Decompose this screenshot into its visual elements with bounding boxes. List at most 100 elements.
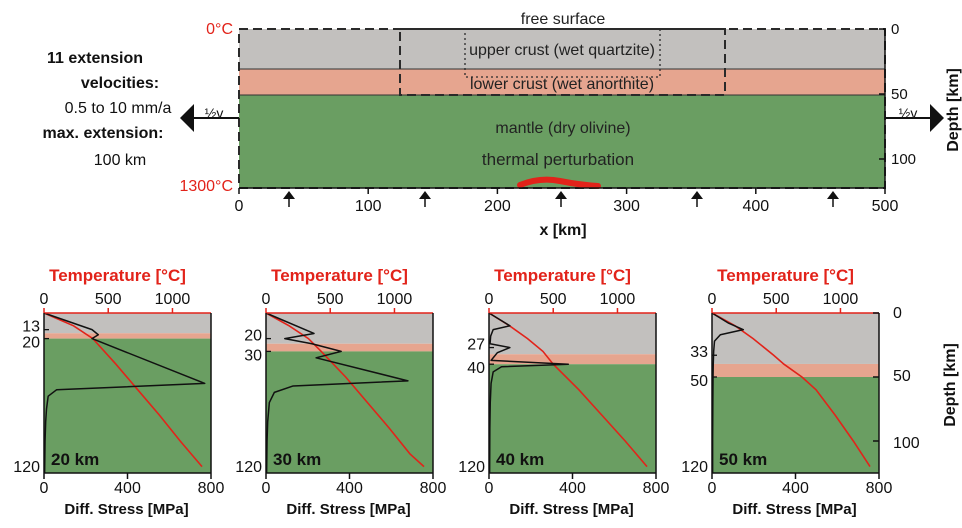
top-x-tick-label: 300 xyxy=(613,198,640,215)
bottom-depth-label: 120 xyxy=(458,459,485,476)
temperature-tick-label: 1000 xyxy=(600,291,636,308)
interface-depth-label: 20 xyxy=(244,328,262,345)
extension-amount-label: 40 km xyxy=(496,450,544,469)
up-arrow-icon xyxy=(555,191,567,199)
top-x-axis-label: x [km] xyxy=(539,222,586,239)
stress-tick-label: 800 xyxy=(643,480,670,497)
top-temp-label: 0°C xyxy=(206,21,233,38)
lower-crust-band xyxy=(44,333,211,339)
stress-axis-label: Diff. Stress [MPa] xyxy=(509,501,633,518)
top-x-tick-label: 0 xyxy=(235,198,244,215)
free-surface-label: free surface xyxy=(521,11,606,28)
stress-curve xyxy=(488,312,570,474)
bottom-depth-tick-label-50: 50 xyxy=(893,368,911,385)
top-depth-tick-label-50: 50 xyxy=(891,86,908,103)
top-x-tick-label: 500 xyxy=(872,198,899,215)
stress-tick-label: 0 xyxy=(485,480,494,497)
stress-axis-label: Diff. Stress [MPa] xyxy=(732,501,856,518)
upper-crust-band xyxy=(489,313,656,355)
left-half-v-label: ½v xyxy=(205,105,224,121)
bottom-depth-axis-label: Depth [km] xyxy=(942,343,959,427)
stress-tick-label: 400 xyxy=(782,480,809,497)
lower-crust-layer xyxy=(239,69,885,95)
up-arrow-icon xyxy=(283,191,295,199)
interface-depth-label: 20 xyxy=(22,335,40,352)
up-arrow-icon xyxy=(691,191,703,199)
profile-panel-2: 0 400 800 Diff. Stress [MPa] 0 500 1000 Tempera… xyxy=(235,266,446,518)
up-arrow-icon xyxy=(827,191,839,199)
lower-crust-band xyxy=(489,354,656,365)
temperature-tick-label: 500 xyxy=(540,291,567,308)
temperature-axis-title: Temperature [°C] xyxy=(717,266,854,285)
interface-depth-label: 50 xyxy=(690,373,708,390)
mantle-label: mantle (dry olivine) xyxy=(495,120,630,137)
interface-depth-label: 30 xyxy=(244,347,262,364)
extension-amount-label: 50 km xyxy=(719,450,767,469)
right-half-v-label: ½v xyxy=(899,105,918,121)
temperature-tick-label: 0 xyxy=(485,291,494,308)
stress-tick-label: 0 xyxy=(708,480,717,497)
top-depth-axis-label: Depth [km] xyxy=(945,68,962,152)
up-arrow-icon xyxy=(419,191,431,199)
profile-panel-1: 0 400 800 Diff. Stress [MPa] 0 500 1000 Tempera… xyxy=(13,266,224,518)
bottom-depth-label: 120 xyxy=(13,459,40,476)
refined-zone-outline xyxy=(399,28,726,96)
mantle-band xyxy=(266,351,433,473)
stress-axis-label: Diff. Stress [MPa] xyxy=(64,501,188,518)
right-extension-arrow: ½v xyxy=(885,104,944,132)
stress-axis-label: Diff. Stress [MPa] xyxy=(286,501,410,518)
top-x-axis: 0 100 200 300 400 500 xyxy=(235,187,899,215)
stress-curve xyxy=(265,312,409,474)
stress-tick-label: 0 xyxy=(40,480,49,497)
temperature-tick-label: 1000 xyxy=(377,291,413,308)
lower-crust-band xyxy=(266,343,433,352)
stress-tick-label: 400 xyxy=(336,480,363,497)
top-depth-tick-label-100: 100 xyxy=(891,151,916,168)
extension-amount-label: 20 km xyxy=(51,450,99,469)
temperature-tick-label: 0 xyxy=(40,291,49,308)
temperature-curve xyxy=(265,312,425,468)
stress-tick-label: 400 xyxy=(114,480,141,497)
bottom-depth-tick-label-0: 0 xyxy=(893,305,902,322)
temperature-tick-label: 1000 xyxy=(155,291,191,308)
high-res-zone-outline xyxy=(464,28,661,78)
stress-tick-label: 800 xyxy=(198,480,225,497)
bottom-temp-label: 1300°C xyxy=(179,178,233,195)
info-line-2: velocities: xyxy=(81,75,159,92)
temperature-axis-title: Temperature [°C] xyxy=(494,266,631,285)
upper-crust-layer xyxy=(239,29,885,69)
top-x-tick-label: 100 xyxy=(355,198,382,215)
mantle-layer xyxy=(239,95,885,188)
temperature-tick-label: 500 xyxy=(95,291,122,308)
mantle-band xyxy=(44,338,211,473)
info-line-5: 100 km xyxy=(94,152,146,169)
top-depth-axis: 0 50 100 Depth [km] xyxy=(879,21,962,188)
profile-panel-3: 0 400 800 Diff. Stress [MPa] 0 500 1000 Tempera… xyxy=(458,266,669,518)
lower-crust-band xyxy=(712,363,879,377)
bottom-depth-tick-label-100: 100 xyxy=(893,435,920,452)
model-domain: free surface upper crust (wet quartzite)… xyxy=(179,11,962,239)
interface-depth-label: 27 xyxy=(467,337,485,354)
lower-crust-label: lower crust (wet anorthite) xyxy=(470,76,654,93)
temperature-axis-title: Temperature [°C] xyxy=(49,266,186,285)
bottom-depth-axis: 0 50 100 Depth [km] xyxy=(893,305,959,452)
stress-tick-label: 800 xyxy=(866,480,893,497)
temperature-curve xyxy=(43,312,203,468)
stress-tick-label: 400 xyxy=(559,480,586,497)
temperature-tick-label: 500 xyxy=(317,291,344,308)
temperature-axis-title: Temperature [°C] xyxy=(271,266,408,285)
thermal-perturbation-shape xyxy=(517,176,601,189)
perturbation-label: thermal perturbation xyxy=(482,150,634,169)
profile-panel-4: 0 400 800 Diff. Stress [MPa] 0 500 1000 Tempera… xyxy=(681,266,892,518)
stress-tick-label: 0 xyxy=(262,480,271,497)
interface-depth-label: 13 xyxy=(22,319,40,336)
bottom-depth-label: 120 xyxy=(681,459,708,476)
info-line-4: max. extension: xyxy=(43,125,164,142)
interface-depth-label: 33 xyxy=(690,344,708,361)
top-x-tick-label: 400 xyxy=(742,198,769,215)
mantle-band xyxy=(712,377,879,473)
info-line-1: 11 extension xyxy=(47,50,143,67)
extension-amount-label: 30 km xyxy=(273,450,321,469)
